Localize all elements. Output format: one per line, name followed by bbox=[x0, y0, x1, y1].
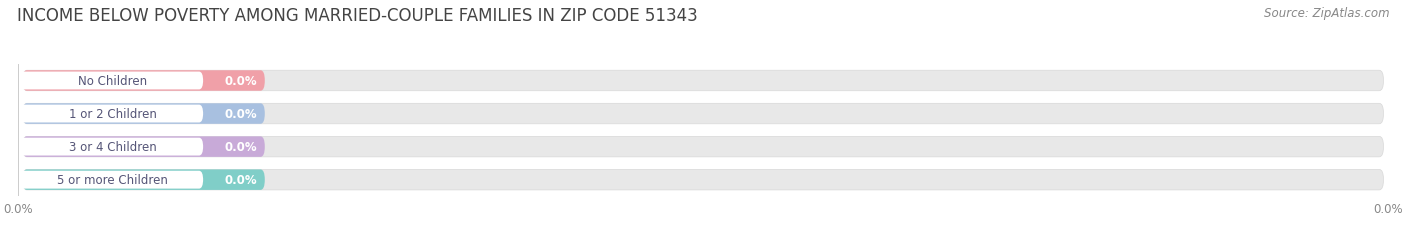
FancyBboxPatch shape bbox=[22, 104, 1384, 124]
FancyBboxPatch shape bbox=[22, 104, 264, 124]
FancyBboxPatch shape bbox=[22, 170, 264, 190]
Text: 0.0%: 0.0% bbox=[225, 108, 257, 121]
Text: Source: ZipAtlas.com: Source: ZipAtlas.com bbox=[1264, 7, 1389, 20]
FancyBboxPatch shape bbox=[22, 71, 1384, 91]
Text: 1 or 2 Children: 1 or 2 Children bbox=[69, 108, 156, 121]
Text: INCOME BELOW POVERTY AMONG MARRIED-COUPLE FAMILIES IN ZIP CODE 51343: INCOME BELOW POVERTY AMONG MARRIED-COUPL… bbox=[17, 7, 697, 25]
FancyBboxPatch shape bbox=[22, 137, 264, 157]
Text: 5 or more Children: 5 or more Children bbox=[58, 173, 169, 186]
Text: 0.0%: 0.0% bbox=[225, 173, 257, 186]
FancyBboxPatch shape bbox=[22, 170, 1384, 190]
Text: 0.0%: 0.0% bbox=[225, 75, 257, 88]
FancyBboxPatch shape bbox=[20, 171, 202, 189]
Text: 0.0%: 0.0% bbox=[225, 140, 257, 153]
FancyBboxPatch shape bbox=[20, 105, 202, 123]
FancyBboxPatch shape bbox=[20, 72, 202, 90]
Text: 3 or 4 Children: 3 or 4 Children bbox=[69, 140, 156, 153]
FancyBboxPatch shape bbox=[22, 137, 1384, 157]
FancyBboxPatch shape bbox=[22, 71, 264, 91]
FancyBboxPatch shape bbox=[20, 138, 202, 156]
Text: No Children: No Children bbox=[79, 75, 148, 88]
